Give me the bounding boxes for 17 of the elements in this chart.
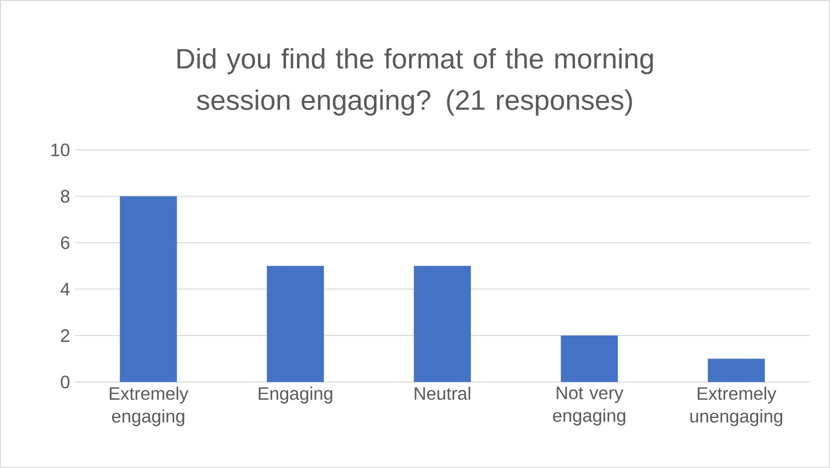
x-tick-label: Neutral [414,386,470,400]
bar [414,266,471,382]
chart-title: Did you find the format of the morning session engaging? (21 responses) [178,48,653,116]
x-tick-label: Extremely unengaging [690,386,782,426]
x-tick-label: Extremely engaging [110,386,188,426]
y-tick-label: 8 [60,190,70,203]
y-tick-label: 2 [61,329,70,342]
y-tick-label: 6 [61,236,70,250]
bar [560,336,618,382]
y-tick-label: 10 [52,144,70,156]
x-tick-label: Engaging [258,386,332,404]
x-tick-label: Not very engaging [553,386,626,426]
bar [266,266,324,382]
bar [708,358,765,382]
y-tick-label: 0 [60,376,70,388]
y-tick-label: 4 [60,283,70,296]
bar [120,196,177,382]
